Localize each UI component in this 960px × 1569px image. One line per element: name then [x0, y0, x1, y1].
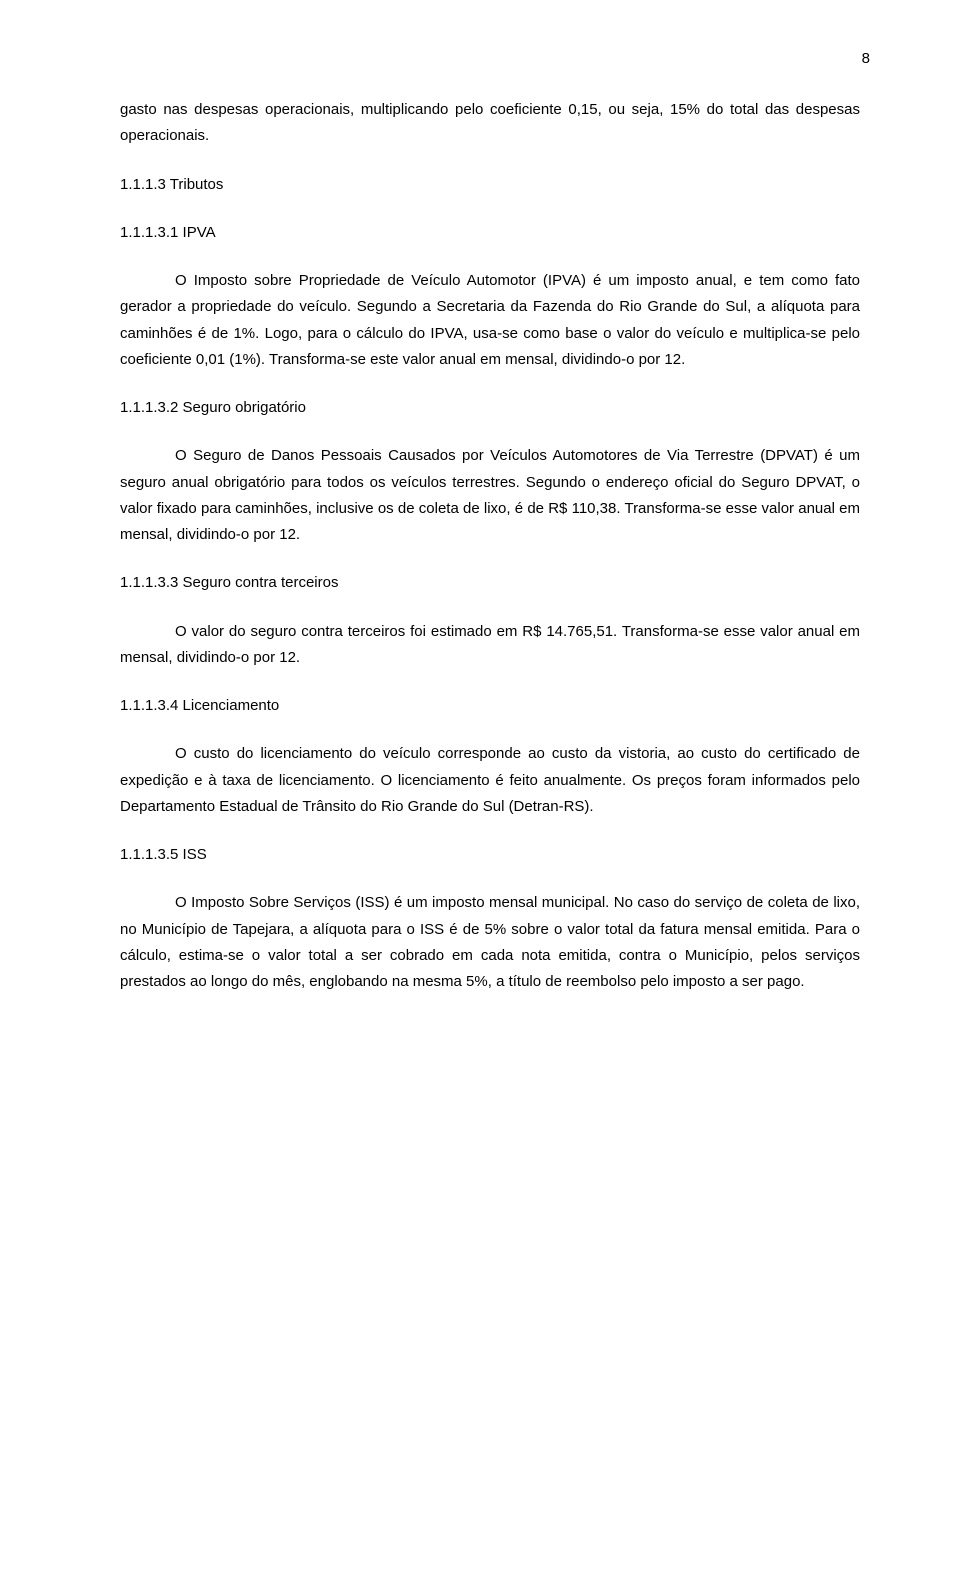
section-heading-tributos: 1.1.1.3 Tributos — [120, 172, 860, 198]
body-paragraph: O Seguro de Danos Pessoais Causados por … — [120, 443, 860, 548]
body-paragraph: O Imposto Sobre Serviços (ISS) é um impo… — [120, 890, 860, 995]
section-heading-licenciamento: 1.1.1.3.4 Licenciamento — [120, 693, 860, 719]
body-paragraph: O valor do seguro contra terceiros foi e… — [120, 619, 860, 672]
section-heading-seguro-terceiros: 1.1.1.3.3 Seguro contra terceiros — [120, 570, 860, 596]
body-paragraph: O custo do licenciamento do veículo corr… — [120, 741, 860, 820]
body-paragraph: O Imposto sobre Propriedade de Veículo A… — [120, 268, 860, 373]
page-number: 8 — [120, 50, 870, 67]
intro-paragraph: gasto nas despesas operacionais, multipl… — [120, 97, 860, 150]
section-heading-ipva: 1.1.1.3.1 IPVA — [120, 220, 860, 246]
section-heading-seguro-obrigatorio: 1.1.1.3.2 Seguro obrigatório — [120, 395, 860, 421]
section-heading-iss: 1.1.1.3.5 ISS — [120, 842, 860, 868]
